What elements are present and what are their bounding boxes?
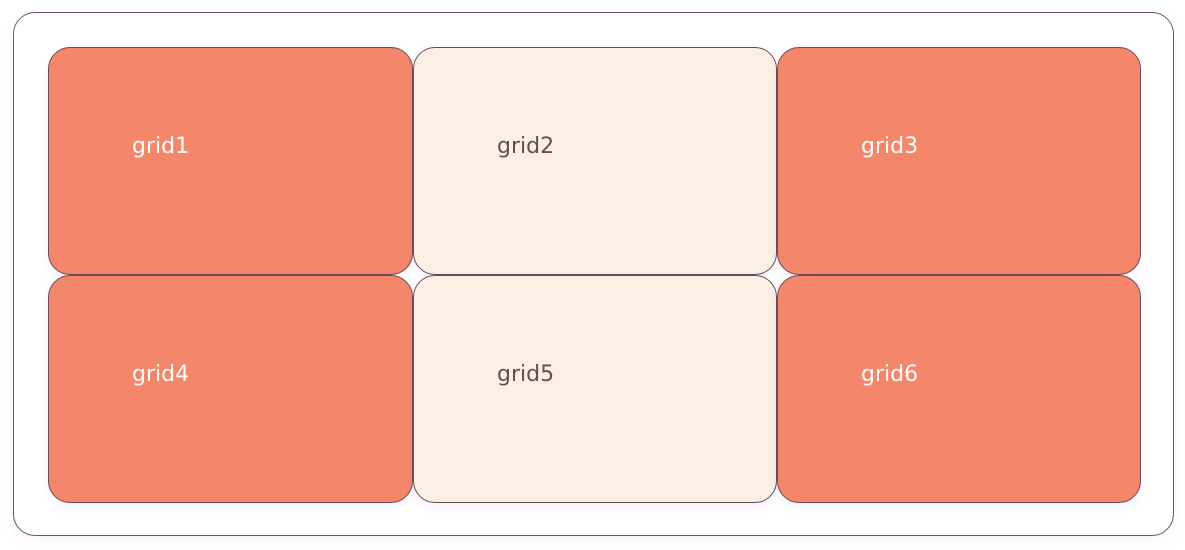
- grid-cell-label: grid1: [132, 134, 190, 159]
- grid-cell-label: grid2: [497, 134, 555, 159]
- grid-cell-4: grid4: [48, 275, 413, 503]
- grid-cell-6: grid6: [777, 275, 1141, 503]
- grid-cell-5: grid5: [413, 275, 777, 503]
- grid-cell-1: grid1: [48, 47, 413, 275]
- grid-cell-3: grid3: [777, 47, 1141, 275]
- grid-cell-label: grid5: [497, 362, 555, 387]
- grid-cell-2: grid2: [413, 47, 777, 275]
- grid-cell-label: grid3: [861, 134, 919, 159]
- grid-layout: grid1 grid2 grid3 grid4 grid5 grid6: [48, 47, 1141, 503]
- grid-cell-label: grid6: [861, 362, 919, 387]
- grid-cell-label: grid4: [132, 362, 190, 387]
